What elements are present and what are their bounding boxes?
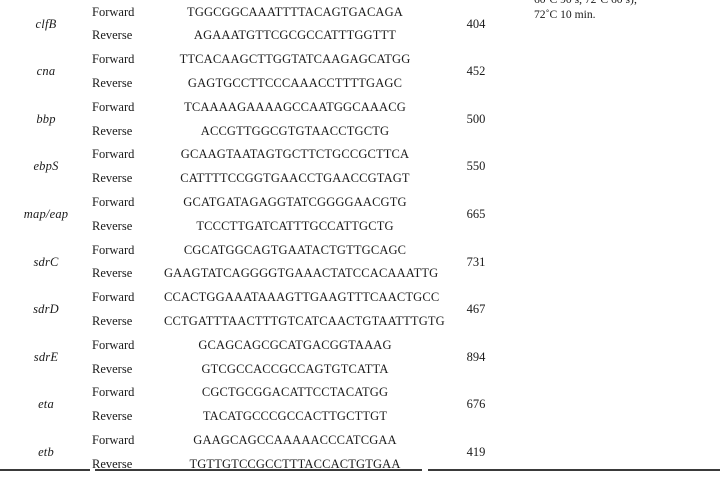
gene-name-cell: cna — [36, 64, 56, 79]
direction-label-reverse: Reverse — [92, 456, 133, 471]
direction-label-forward: Forward — [92, 242, 135, 257]
sequence-forward: CCACTGGAAATAAAGTTGAAGTTTCAACTGCC — [164, 290, 440, 305]
gene-name-cell: ebpS — [33, 159, 59, 174]
sequence-forward: GCAGCAGCGCATGACGGTAAAG — [198, 337, 392, 352]
direction-label-forward: Forward — [92, 290, 135, 305]
sequence-forward: GCATGATAGAGGTATCGGGGAACGTG — [183, 195, 407, 210]
direction-label-reverse: Reverse — [92, 361, 133, 376]
pcr-conditions-line-3: 72˚C 10 min. — [534, 7, 596, 21]
table-row: sdrC Forward CGCATGGCAGTGAATACTGTTGCAGC … — [0, 238, 720, 267]
table-row: Reverse GTCGCCACCGCCAGTGTCATTA — [0, 357, 720, 381]
direction-label-forward: Forward — [92, 337, 135, 352]
direction-label-reverse: Reverse — [92, 314, 133, 328]
product-size-cell: 665 — [466, 206, 486, 221]
table-row: ebpS Forward GCAAGTAATAGTGCTTCTGCCGCTTCA… — [0, 143, 720, 172]
sequence-reverse: TGTTGTCCGCCTTTACCACTGTGAA — [189, 456, 401, 471]
sequence-reverse: TCCCTTGATCATTTGCCATTGCTG — [196, 218, 394, 233]
sequence-reverse: CCTGATTTAACTTTGTCATCAACTGTAATTTGTG — [164, 314, 445, 328]
table-row: Reverse TACATGCCCGCCACTTGCTTGT — [0, 405, 720, 429]
direction-label-forward: Forward — [92, 99, 135, 114]
sequence-forward: CGCATGGCAGTGAATACTGTTGCAGC — [183, 242, 407, 257]
sequence-reverse: CATTTTCCGGTGAACCTGAACCGTAGT — [180, 171, 410, 186]
sequence-reverse: GAGTGCCTTCCCAAACCTTTTGAGC — [187, 76, 403, 91]
gene-name-cell: sdrD — [33, 302, 59, 317]
table-row: etb Forward GAAGCAGCCAAAAACCCATCGAA 419 — [0, 428, 720, 458]
product-size-cell: 404 — [466, 16, 486, 31]
rule-segment-middle — [95, 469, 422, 471]
table-row: clfB Forward TGGCGGCAAATTTTACAGTGACAGA 4… — [0, 0, 720, 30]
direction-label-forward: Forward — [92, 4, 135, 19]
pcr-conditions-cell: 95˚C 15 min; 32 × (95˚C 60 s, 60˚C 90 s,… — [526, 0, 720, 476]
sequence-reverse: ACCGTTGGCGTGTAACCTGCTG — [200, 123, 390, 138]
direction-label-forward: Forward — [92, 147, 135, 162]
sequence-reverse: GAAGTATCAGGGGTGAAACTATCCACAAATTG — [164, 266, 439, 281]
rule-segment-left — [0, 469, 90, 471]
gene-name-cell: eta — [38, 397, 54, 412]
direction-label-forward: Forward — [92, 195, 135, 210]
sequence-forward: CGCTGCGGACATTCCTACATGG — [201, 385, 389, 400]
product-size-cell: 731 — [466, 254, 486, 269]
pcr-conditions-text: 95˚C 15 min; 32 × (95˚C 60 s, 60˚C 90 s,… — [534, 0, 675, 22]
gene-name-cell: bbp — [36, 111, 56, 126]
table-row: Reverse ACCGTTGGCGTGTAACCTGCTG — [0, 119, 720, 143]
table-row: cna Forward TTCACAAGCTTGGTATCAAGAGCATGG … — [0, 48, 720, 77]
sequence-reverse: GTCGCCACCGCCAGTGTCATTA — [201, 361, 389, 376]
table-row: Reverse CCTGATTTAACTTTGTCATCAACTGTAATTTG… — [0, 309, 720, 333]
direction-label-forward: Forward — [92, 432, 135, 447]
gene-name-cell: clfB — [35, 16, 57, 31]
direction-label-reverse: Reverse — [92, 266, 133, 281]
sequence-reverse: TACATGCCCGCCACTTGCTTGT — [202, 409, 388, 424]
product-size-cell: 550 — [466, 159, 486, 174]
table-row: Reverse GAGTGCCTTCCCAAACCTTTTGAGC — [0, 71, 720, 95]
direction-label-reverse: Reverse — [92, 218, 133, 233]
table-row: sdrE Forward GCAGCAGCGCATGACGGTAAAG 894 — [0, 333, 720, 363]
sequence-forward: TTCACAAGCTTGGTATCAAGAGCATGG — [179, 52, 411, 67]
product-size-cell: 500 — [466, 111, 486, 126]
direction-label-reverse: Reverse — [92, 409, 133, 424]
sequence-reverse: AGAAATGTTCGCGCCATTTGGTTT — [193, 28, 397, 43]
direction-label-forward: Forward — [92, 385, 135, 400]
table-row: Reverse TGTTGTCCGCCTTTACCACTGTGAA — [0, 452, 720, 476]
direction-label-reverse: Reverse — [92, 123, 133, 138]
table-row: Reverse GAAGTATCAGGGGTGAAACTATCCACAAATTG — [0, 262, 720, 286]
gene-name-cell: map/eap — [23, 206, 69, 221]
product-size-cell: 467 — [466, 302, 486, 317]
table-row: Reverse TCCCTTGATCATTTGCCATTGCTG — [0, 214, 720, 238]
gene-name-cell: sdrE — [33, 349, 59, 364]
product-size-cell: 676 — [466, 397, 486, 412]
table-row: map/eap Forward GCATGATAGAGGTATCGGGGAACG… — [0, 190, 720, 220]
table-row: sdrD Forward CCACTGGAAATAAAGTTGAAGTTTCAA… — [0, 286, 720, 315]
direction-label-reverse: Reverse — [92, 171, 133, 186]
sequence-forward: GCAAGTAATAGTGCTTCTGCCGCTTCA — [180, 147, 410, 162]
table-bottom-rule — [0, 469, 720, 471]
gene-name-cell: etb — [38, 444, 54, 459]
direction-label-forward: Forward — [92, 52, 135, 67]
sequence-forward: GAAGCAGCCAAAAACCCATCGAA — [193, 432, 397, 447]
table-row: eta Forward CGCTGCGGACATTCCTACATGG 676 — [0, 381, 720, 410]
product-size-cell: 452 — [466, 64, 486, 79]
gene-name-cell: sdrC — [33, 254, 59, 269]
sequence-forward: TCAAAAGAAAAGCCAATGGCAAACG — [184, 99, 406, 114]
pcr-conditions-line-2: 60˚C 90 s, 72˚C 60 s); — [534, 0, 675, 8]
direction-label-reverse: Reverse — [92, 76, 133, 91]
direction-label-reverse: Reverse — [92, 28, 133, 43]
product-size-cell: 894 — [466, 349, 486, 364]
table-row: Reverse AGAAATGTTCGCGCCATTTGGTTT — [0, 24, 720, 48]
product-size-cell: 419 — [466, 444, 486, 459]
sequence-forward: TGGCGGCAAATTTTACAGTGACAGA — [187, 4, 403, 19]
rule-segment-right — [428, 469, 720, 471]
table-row: bbp Forward TCAAAAGAAAAGCCAATGGCAAACG 50… — [0, 95, 720, 125]
table-row: Reverse CATTTTCCGGTGAACCTGAACCGTAGT — [0, 167, 720, 191]
